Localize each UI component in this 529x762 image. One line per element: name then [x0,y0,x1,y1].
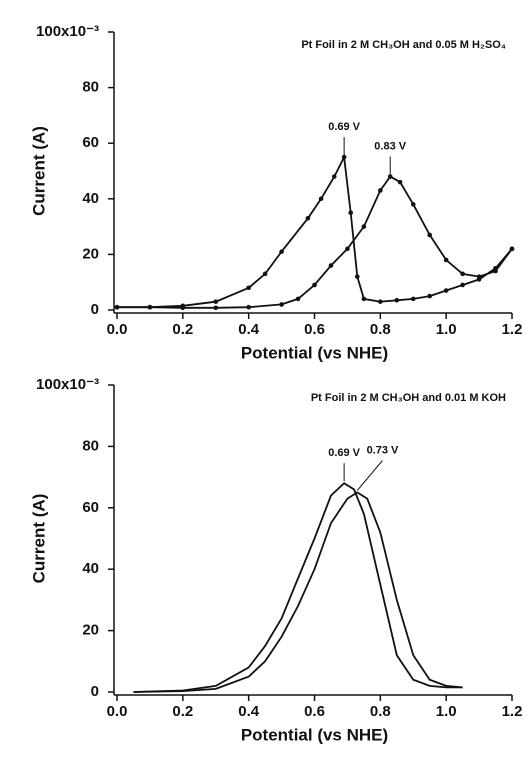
marker [354,274,360,279]
x-axis-label: Potential (vs NHE) [241,343,388,362]
y-tick-label: 60 [82,499,99,516]
y-tick-label: 0 [91,683,99,700]
marker [279,249,284,254]
y-tick-label: 80 [82,79,99,96]
peak-label: 0.69 V [328,447,360,459]
marker [305,215,311,221]
x-tick-label: 1.2 [502,321,523,338]
marker [345,246,350,252]
y-tick-label: 80 [82,437,99,454]
y-tick-label: 40 [82,560,99,577]
x-tick-label: 0.8 [370,321,391,338]
marker [493,266,498,271]
x-tick-label: 1.2 [502,703,523,720]
y-tick-label: 0 [91,301,99,318]
x-tick-label: 0.4 [238,321,260,338]
marker [318,196,324,202]
marker [341,154,347,160]
marker [180,303,186,309]
line [133,482,463,693]
y-tick-label: 100x10⁻³ [36,376,99,393]
marker [328,263,334,268]
marker [213,305,219,311]
marker [279,302,284,307]
x-tick-label: 0.2 [172,703,193,720]
marker [387,174,393,179]
peak-label: 0.73 V [367,444,399,456]
marker [397,179,403,185]
x-axis-label: Potential (vs NHE) [241,725,388,744]
marker [246,285,251,291]
marker [378,299,383,304]
marker [476,277,482,282]
marker [460,271,465,277]
x-tick-label: 0.6 [304,321,325,338]
marker [509,246,515,252]
x-tick-label: 0.8 [370,703,391,720]
marker [427,293,433,299]
y-tick-label: 40 [82,190,99,207]
x-tick-label: 1.0 [436,321,457,338]
y-tick-label: 20 [82,245,99,262]
line [133,491,463,693]
y-tick-label: 60 [82,134,99,151]
marker [443,288,449,293]
y-axis-label: Current (A) [29,494,48,584]
annotation: Pt Foil in 2 M CH₃OH and 0.01 M KOH [311,392,506,404]
marker [427,232,433,238]
peak-pointer [356,460,383,491]
annotation: Pt Foil in 2 M CH₃OH and 0.05 M H₂SO₄ [301,39,506,51]
marker [295,296,301,302]
marker [331,174,337,179]
marker [361,224,367,229]
peak-label: 0.69 V [328,121,360,133]
marker [246,304,251,310]
x-tick-label: 0.0 [107,703,128,720]
marker [147,304,153,310]
marker [378,188,383,193]
marker [394,297,400,303]
x-tick-label: 1.0 [436,703,457,720]
marker [361,296,367,302]
marker [348,210,354,215]
y-tick-label: 100x10⁻³ [36,23,99,40]
y-axis-label: Current (A) [29,126,48,216]
marker [213,299,219,304]
marker [443,257,449,263]
x-tick-label: 0.2 [172,321,193,338]
x-tick-label: 0.6 [304,703,325,720]
marker [312,282,317,288]
x-tick-label: 0.0 [107,321,128,338]
x-tick-label: 0.4 [238,703,260,720]
peak-label: 0.83 V [374,140,406,152]
marker [410,202,416,207]
marker [262,271,268,277]
marker [114,304,120,310]
marker [460,282,465,288]
y-tick-label: 20 [82,622,99,639]
marker [410,296,416,302]
